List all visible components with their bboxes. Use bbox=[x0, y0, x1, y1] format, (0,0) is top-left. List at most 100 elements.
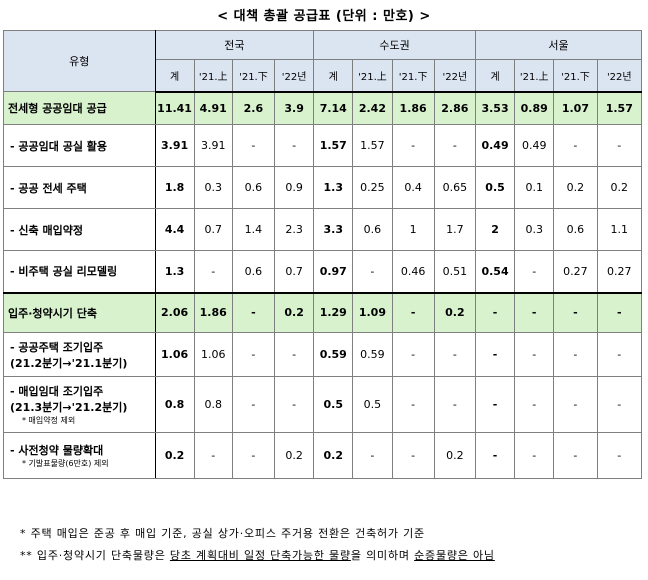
table-row: - 공공임대 공실 활용 3.91 3.91- -1.57 1.57- -0.49 0.49… bbox=[3, 124, 643, 167]
subcol-header: 계 bbox=[474, 59, 516, 93]
row-label-note: * 매입약정 제외 bbox=[22, 416, 76, 425]
table-cell: - bbox=[231, 292, 276, 333]
row-label-text: - 매입임대 조기입주 bbox=[10, 385, 104, 398]
row-label-text: 전세형 공공임대 공급 bbox=[8, 102, 107, 115]
table-cell: 0.59 bbox=[313, 332, 354, 377]
row-label: - 공공주택 조기입주 (21.2분기→'21.1분기) bbox=[3, 332, 156, 377]
table-cell: 0.8 bbox=[193, 376, 233, 433]
table-cell: 1.3 bbox=[313, 166, 354, 209]
table-cell: 2.86 bbox=[433, 91, 476, 125]
table-row: 입주·청약시기 단축 2.06 1.86-0.2 1.29 1.09-0.2- - - - bbox=[3, 292, 643, 333]
table-cell: 2.06 bbox=[154, 292, 195, 333]
supply-summary-table: 유형 전국 수도권 서울 계 '21.上 '21.下 '22년 계 '21.上 '21.下 '… bbox=[3, 30, 643, 479]
table-cell: 0.27 bbox=[596, 250, 643, 294]
table-cell: 2.42 bbox=[352, 91, 393, 125]
table-cell: 0.3 bbox=[514, 208, 555, 251]
table-cell: - bbox=[391, 376, 435, 433]
table-cell: 1 bbox=[391, 208, 435, 251]
table-cell: 2.6 bbox=[231, 91, 276, 125]
table-cell: 0.5 bbox=[313, 376, 354, 433]
subcol-header: '21.上 bbox=[514, 59, 555, 93]
table-cell: 1.4 bbox=[231, 208, 276, 251]
table-row: 전세형 공공임대 공급 11.41 4.91 2.6 3.9 7.14 2.42 1.86 2.… bbox=[3, 91, 643, 125]
table-cell: 0.2 bbox=[433, 432, 476, 479]
table-cell: 7.14 bbox=[313, 91, 354, 125]
region-header-seoul: 서울 bbox=[474, 30, 643, 60]
subcol-header: '21.上 bbox=[193, 59, 233, 93]
table-cell: 1.07 bbox=[553, 91, 598, 125]
table-cell: - bbox=[391, 292, 435, 333]
table-cell: 0.25 bbox=[352, 166, 393, 209]
table-cell: - bbox=[391, 332, 435, 377]
table-row: - 공공 전세 주택 1.8 0.3 0.6 0.9 1.3 0.25 0.4 0.65 0.5 0… bbox=[3, 166, 643, 209]
row-label: - 사전청약 물량확대 * 기발표물량(6만호) 제외 bbox=[3, 432, 156, 479]
table-cell: - bbox=[553, 376, 598, 433]
subcol-header: '22년 bbox=[274, 59, 315, 93]
table-cell: - bbox=[433, 376, 476, 433]
table-cell: - bbox=[231, 124, 276, 167]
table-cell: 1.7 bbox=[433, 208, 476, 251]
table-cell: 0.97 bbox=[313, 250, 354, 294]
table-cell: 1.86 bbox=[391, 91, 435, 125]
footnote-2-mid: 을 의미하며 bbox=[350, 549, 415, 562]
table-cell: - bbox=[274, 376, 315, 433]
subcol-header: '22년 bbox=[596, 59, 643, 93]
footnotes: * 주택 매입은 준공 후 매입 기준, 공실 상가·오피스 주거용 전환은 건… bbox=[20, 523, 495, 567]
table-cell: 0.6 bbox=[352, 208, 393, 251]
table-cell: 0.59 bbox=[352, 332, 393, 377]
table-cell: - bbox=[553, 292, 598, 333]
row-label-text: - 공공 전세 주택 bbox=[10, 181, 87, 195]
row-label-text: - 공공임대 공실 활용 bbox=[10, 139, 108, 153]
table-cell: 0.8 bbox=[154, 376, 195, 433]
table-cell: 0.46 bbox=[391, 250, 435, 294]
table-cell: - bbox=[474, 432, 516, 479]
row-label-text: - 공공주택 조기입주 bbox=[10, 340, 104, 354]
table-cell: 0.6 bbox=[231, 166, 276, 209]
table-cell: 1.57 bbox=[596, 91, 643, 125]
table-cell: 0.49 bbox=[474, 124, 516, 167]
subcol-header: '22년 bbox=[433, 59, 476, 93]
table-cell: 11.41 bbox=[154, 91, 195, 125]
table-cell: - bbox=[596, 432, 643, 479]
row-label-subtext: (21.3분기→'21.2분기) bbox=[10, 401, 128, 414]
row-label-text: 입주·청약시기 단축 bbox=[8, 306, 97, 320]
table-cell: 1.06 bbox=[154, 332, 195, 377]
table-cell: 0.54 bbox=[474, 250, 516, 294]
table-cell: 0.27 bbox=[553, 250, 598, 294]
table-cell: - bbox=[596, 124, 643, 167]
footnote-1: * 주택 매입은 준공 후 매입 기준, 공실 상가·오피스 주거용 전환은 건… bbox=[20, 527, 425, 540]
footnote-2-underlined: 당초 계획대비 일정 단축가능한 물량 bbox=[169, 549, 351, 562]
table-cell: - bbox=[231, 432, 276, 479]
table-cell: - bbox=[391, 124, 435, 167]
table-cell: - bbox=[433, 124, 476, 167]
row-label-note: * 기발표물량(6만호) 제외 bbox=[22, 459, 109, 468]
table-row: - 신축 매입약정 4.4 0.7 1.4 2.3 3.3 0.6 1 1.7 2 0.3 0.6 1.… bbox=[3, 208, 643, 251]
row-label-text: - 사전청약 물량확대 bbox=[10, 444, 104, 457]
table-cell: - bbox=[514, 432, 555, 479]
table-cell: 0.9 bbox=[274, 166, 315, 209]
table-cell: 0.49 bbox=[514, 124, 555, 167]
footnote-2-prefix: ** 입주·청약시기 단축물량은 bbox=[20, 549, 170, 562]
footnote-2-tail: 순증물량은 아님 bbox=[414, 549, 495, 562]
table-cell: - bbox=[352, 250, 393, 294]
table-cell: 3.91 bbox=[193, 124, 233, 167]
table-cell: - bbox=[231, 376, 276, 433]
table-cell: 0.6 bbox=[553, 208, 598, 251]
subcol-header: 계 bbox=[313, 59, 354, 93]
row-label: - 공공 전세 주택 bbox=[3, 166, 156, 209]
table-cell: 2.3 bbox=[274, 208, 315, 251]
subcol-header: '21.下 bbox=[231, 59, 276, 93]
table-cell: - bbox=[553, 432, 598, 479]
table-cell: 4.4 bbox=[154, 208, 195, 251]
table-cell: 0.1 bbox=[514, 166, 555, 209]
table-cell: - bbox=[274, 124, 315, 167]
table-cell: - bbox=[193, 432, 233, 479]
table-cell: 0.7 bbox=[274, 250, 315, 294]
table-cell: 2 bbox=[474, 208, 516, 251]
row-label: 전세형 공공임대 공급 bbox=[3, 91, 156, 125]
table-cell: 0.89 bbox=[514, 91, 555, 125]
table-cell: 0.51 bbox=[433, 250, 476, 294]
table-cell: 0.6 bbox=[231, 250, 276, 294]
table-cell: 3.9 bbox=[274, 91, 315, 125]
row-label: - 비주택 공실 리모델링 bbox=[3, 250, 156, 294]
